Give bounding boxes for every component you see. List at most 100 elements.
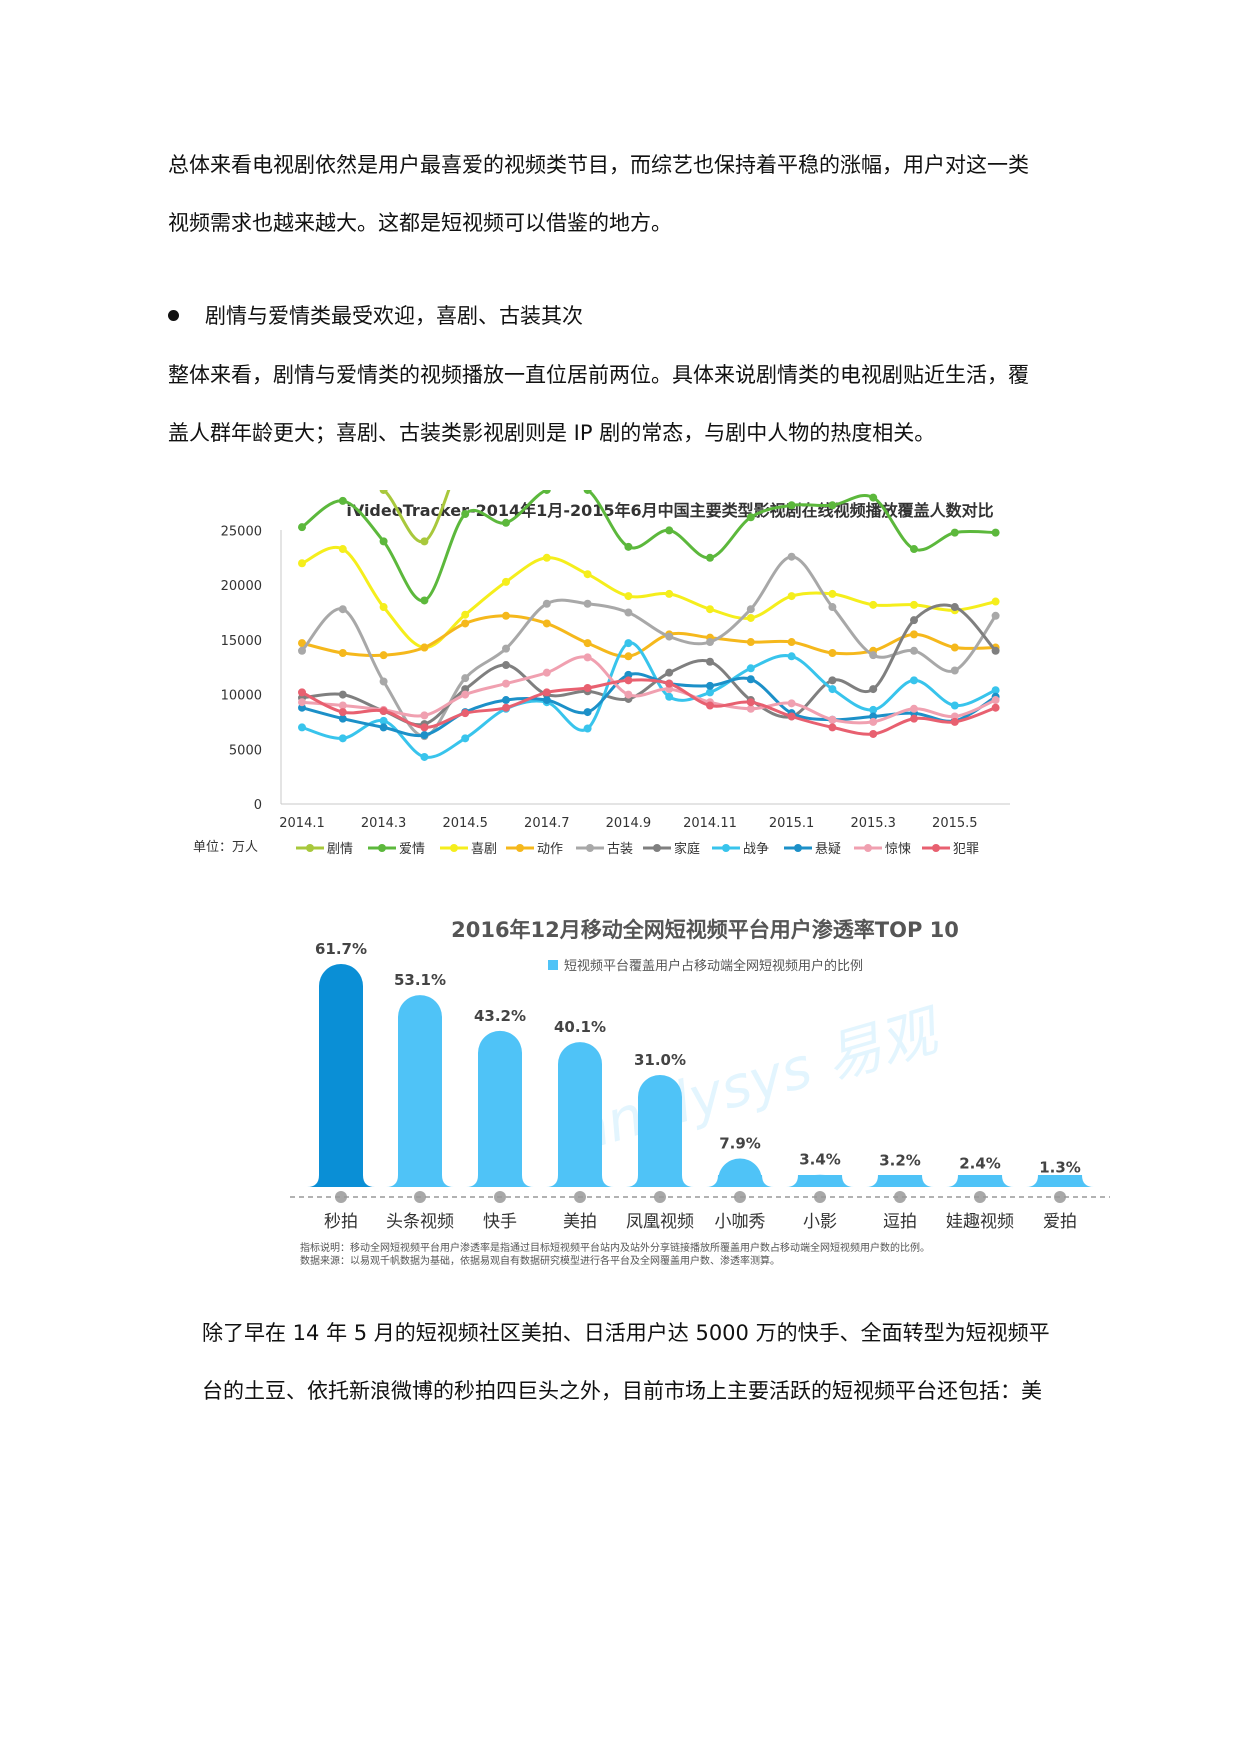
line-chart-point <box>869 685 878 694</box>
line-chart-point <box>828 603 837 612</box>
legend-swatch-marker <box>794 844 802 852</box>
line-chart-point <box>542 553 551 562</box>
bar-chart-legend-swatch <box>548 960 558 970</box>
line-chart-point <box>787 699 796 708</box>
legend-label: 家庭 <box>674 841 700 857</box>
line-chart-legend-item: 古装 <box>576 842 633 857</box>
line-chart-point <box>665 692 674 701</box>
bar-chart: 2016年12月移动全网短视频平台用户渗透率TOP 10 短视频平台覆盖用户占移动… <box>290 918 1110 1267</box>
bullet-heading: 剧情与爱情类最受欢迎，喜剧、古装其次 <box>168 303 583 329</box>
bar-爱拍 <box>1038 1182 1082 1187</box>
line-chart-legend-item: 剧情 <box>296 842 353 857</box>
line-chart-legend-item: 悬疑 <box>784 841 841 857</box>
line-chart-series-line <box>381 490 451 544</box>
line-chart-point <box>787 501 796 510</box>
line-chart-point <box>624 608 633 617</box>
legend-swatch-marker <box>722 844 730 852</box>
line-chart-point <box>338 545 347 554</box>
bar-category-label: 美拍 <box>563 1212 597 1232</box>
legend-swatch-marker <box>450 844 458 852</box>
line-chart-point <box>542 619 551 628</box>
line-chart-point <box>502 661 510 670</box>
legend-swatch-marker <box>864 844 872 852</box>
line-chart-series-10 <box>298 676 1000 738</box>
line-chart-point <box>950 603 959 612</box>
intro-paragraph-line-1: 总体来看电视剧依然是用户最喜爱的视频类节目，而综艺也保持着平稳的涨幅，用户对这一… <box>168 153 1029 177</box>
line-chart-point <box>461 619 470 628</box>
line-chart-x-tick-label: 2015.1 <box>769 816 815 831</box>
line-chart-point <box>950 712 959 721</box>
line-chart-point <box>746 664 755 673</box>
line-chart-legend-item: 犯罪 <box>922 842 979 857</box>
line-chart-y-tick-label: 25000 <box>221 524 262 539</box>
outro-paragraph-line-1: 除了早在 14 年 5 月的短视频社区美拍、日活用户达 5000 万的快手、全面… <box>202 1321 1050 1345</box>
line-chart-legend-item: 家庭 <box>643 841 700 857</box>
line-chart-point <box>379 651 388 660</box>
line-chart-point <box>379 677 388 686</box>
bar-小影 <box>798 1174 842 1187</box>
line-chart-point <box>869 651 878 660</box>
line-chart-legend-item: 惊悚 <box>854 842 911 857</box>
line-chart-point <box>583 639 592 648</box>
line-chart-point <box>502 577 510 586</box>
line-chart-point <box>869 729 878 738</box>
line-chart-point <box>298 698 306 707</box>
line-chart-point <box>420 711 429 720</box>
line-chart-point <box>338 605 347 614</box>
line-chart-unit-label: 单位：万人 <box>193 840 258 855</box>
line-chart-point <box>665 668 674 677</box>
line-chart-point <box>583 708 592 717</box>
line-chart-point <box>583 490 592 494</box>
legend-label: 战争 <box>743 842 769 857</box>
bar-category-label: 秒拍 <box>324 1212 358 1232</box>
line-chart-point <box>991 528 1000 537</box>
line-chart-point <box>706 638 714 647</box>
line-chart-point <box>746 613 755 622</box>
line-chart-point <box>746 698 755 707</box>
legend-label: 惊悚 <box>885 842 911 857</box>
line-chart-point <box>869 717 878 726</box>
legend-swatch-marker <box>932 844 940 852</box>
legend-swatch-marker <box>378 844 386 852</box>
line-chart-point <box>542 688 551 697</box>
line-chart-point <box>910 545 918 554</box>
line-chart-point <box>379 603 388 612</box>
line-chart-point <box>991 696 1000 705</box>
bullet-dot-icon <box>168 309 179 321</box>
line-chart-point <box>910 630 918 639</box>
line-chart-point <box>338 648 347 657</box>
legend-swatch-marker <box>516 844 524 852</box>
line-chart-point <box>461 734 470 743</box>
line-chart-y-tick-label: 20000 <box>221 579 262 594</box>
bar-value-label: 53.1% <box>394 971 446 989</box>
bar-axis-dot <box>814 1191 826 1203</box>
line-chart-point <box>910 600 918 609</box>
line-chart-point <box>950 666 959 675</box>
line-chart-point <box>746 704 755 713</box>
line-chart-x-tick-label: 2014.9 <box>606 816 652 831</box>
line-chart-point <box>950 717 959 726</box>
line-chart-y-tick-label: 10000 <box>221 689 262 704</box>
line-chart-point <box>910 646 918 655</box>
line-chart-point <box>298 688 306 697</box>
bar-category-label: 逗拍 <box>883 1212 917 1232</box>
line-chart-point <box>583 724 592 733</box>
line-chart-legend-item: 喜剧 <box>440 842 497 857</box>
bar-axis-dot <box>335 1191 347 1203</box>
line-chart-point <box>502 518 510 527</box>
line-chart-point <box>706 688 714 697</box>
line-chart-point <box>298 723 306 732</box>
line-chart-y-tick-label: 15000 <box>221 634 262 649</box>
line-chart-point <box>461 709 470 718</box>
line-chart-point <box>991 703 1000 712</box>
line-chart-point <box>991 646 1000 655</box>
line-chart-point <box>542 668 551 677</box>
line-chart-legend-item: 动作 <box>506 842 563 857</box>
line-chart-point <box>665 526 674 535</box>
line-chart-x-tick-label: 2014.7 <box>524 816 570 831</box>
line-chart-point <box>828 723 837 732</box>
line-chart-point <box>706 681 714 690</box>
bar-category-label: 头条视频 <box>386 1212 454 1232</box>
line-chart-series-4 <box>298 611 1000 661</box>
line-chart-point <box>624 652 633 661</box>
